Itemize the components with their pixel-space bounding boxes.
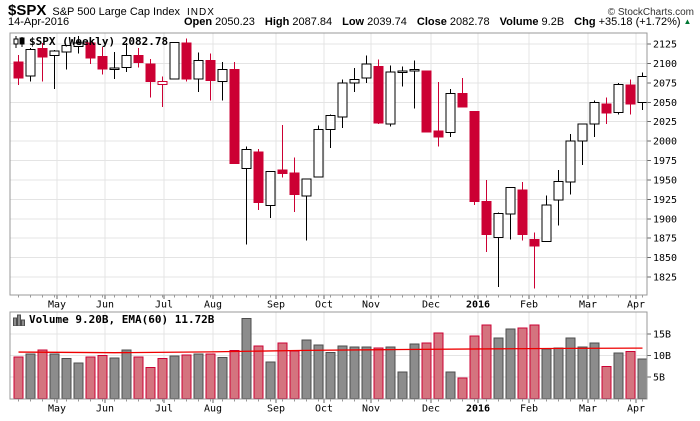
svg-text:Apr: Apr bbox=[627, 404, 645, 415]
volume-icon bbox=[13, 314, 25, 326]
svg-text:2050: 2050 bbox=[653, 98, 677, 109]
svg-text:Dec: Dec bbox=[422, 404, 440, 415]
svg-text:Oct: Oct bbox=[315, 300, 333, 311]
copyright: © StockCharts.com bbox=[607, 7, 694, 18]
quote-close: Close 2082.78 bbox=[416, 16, 490, 28]
svg-text:1825: 1825 bbox=[653, 273, 677, 284]
candlesticks bbox=[13, 36, 648, 289]
quote-strip: Open 2050.23 High 2087.84 Low 2039.74 Close… bbox=[184, 16, 700, 28]
svg-text:Oct: Oct bbox=[315, 404, 333, 415]
volume-panel-title: Volume 9.20B, EMA(60) 11.72B bbox=[13, 313, 214, 326]
svg-text:Mar: Mar bbox=[579, 300, 597, 311]
svg-text:1875: 1875 bbox=[653, 234, 677, 245]
svg-text:Jun: Jun bbox=[96, 300, 114, 311]
svg-text:Apr: Apr bbox=[627, 300, 645, 311]
svg-text:Feb: Feb bbox=[520, 404, 538, 415]
svg-text:5B: 5B bbox=[653, 373, 665, 384]
svg-text:10B: 10B bbox=[653, 351, 671, 362]
svg-text:Jul: Jul bbox=[155, 300, 173, 311]
svg-text:1850: 1850 bbox=[653, 253, 677, 264]
chart-header: $SPX S&P 500 Large Cap Index INDX © Stoc… bbox=[8, 2, 694, 19]
svg-text:Jul: Jul bbox=[155, 404, 173, 415]
exchange-label: INDX bbox=[186, 7, 215, 18]
quote-row: 14-Apr-2016 Open 2050.23 High 2087.84 Low 2… bbox=[8, 16, 694, 28]
svg-text:2000: 2000 bbox=[653, 137, 677, 148]
svg-text:Mar: Mar bbox=[579, 404, 597, 415]
svg-text:Jun: Jun bbox=[96, 404, 114, 415]
quote-change: Chg +35.18 (+1.72%) ▲ bbox=[574, 16, 692, 28]
index-name: S&P 500 Large Cap Index bbox=[52, 6, 180, 18]
svg-text:1950: 1950 bbox=[653, 175, 677, 186]
svg-text:2016: 2016 bbox=[466, 300, 490, 311]
gridlines bbox=[10, 33, 647, 399]
quote-low: Low 2039.74 bbox=[342, 16, 407, 28]
volume-bars bbox=[13, 318, 648, 400]
svg-text:Sep: Sep bbox=[267, 404, 285, 415]
svg-text:2016: 2016 bbox=[466, 404, 490, 415]
svg-text:1900: 1900 bbox=[653, 214, 677, 225]
up-triangle-icon: ▲ bbox=[683, 17, 692, 26]
svg-text:Dec: Dec bbox=[422, 300, 440, 311]
ticker-symbol: $SPX bbox=[8, 2, 47, 19]
svg-text:1975: 1975 bbox=[653, 156, 677, 167]
svg-text:2075: 2075 bbox=[653, 78, 677, 89]
svg-text:Aug: Aug bbox=[204, 300, 222, 311]
quote-open: Open 2050.23 bbox=[184, 16, 255, 28]
quote-volume: Volume 9.2B bbox=[499, 16, 565, 28]
svg-text:1925: 1925 bbox=[653, 195, 677, 206]
price-panel-title: $SPX (Weekly) 2082.78 bbox=[13, 35, 168, 48]
axes-and-labels: 1825 1850 1875 1900 1925 1950 1975 2000 2025 2050… bbox=[9, 32, 677, 415]
candlestick-icon bbox=[13, 35, 25, 48]
svg-text:Nov: Nov bbox=[362, 300, 380, 311]
svg-text:2025: 2025 bbox=[653, 117, 677, 128]
svg-text:May: May bbox=[48, 300, 66, 311]
svg-text:Sep: Sep bbox=[267, 300, 285, 311]
quote-date: 14-Apr-2016 bbox=[8, 16, 70, 28]
svg-text:15B: 15B bbox=[653, 330, 671, 341]
svg-text:Nov: Nov bbox=[362, 404, 380, 415]
svg-text:2125: 2125 bbox=[653, 40, 677, 51]
svg-text:2100: 2100 bbox=[653, 59, 677, 70]
svg-text:May: May bbox=[48, 404, 66, 415]
quote-high: High 2087.84 bbox=[264, 16, 333, 28]
ema-line bbox=[18, 347, 643, 354]
svg-text:Feb: Feb bbox=[520, 300, 538, 311]
svg-text:Aug: Aug bbox=[204, 404, 222, 415]
